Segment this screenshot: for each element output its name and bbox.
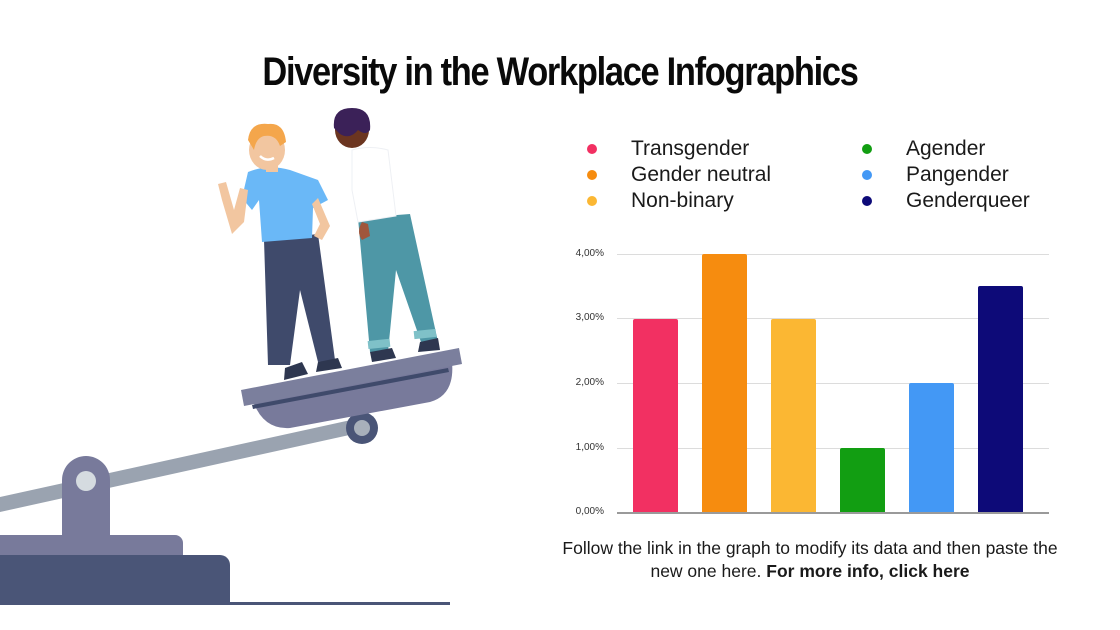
legend-item-pangender: Pangender — [858, 162, 1009, 188]
more-info-link[interactable]: For more info, click here — [766, 561, 970, 581]
legend-item-agender: Agender — [858, 136, 985, 162]
gridline — [617, 318, 1049, 319]
page-title: Diversity in the Workplace Infographics — [262, 50, 858, 94]
legend-label: Pangender — [906, 163, 1009, 186]
y-tick: 0,00% — [575, 506, 604, 517]
bar-chart[interactable]: 4,00% 3,00% 2,00% 1,00% 0,00% — [560, 240, 1060, 530]
legend-label: Non-binary — [631, 189, 734, 212]
bar-genderqueer — [978, 286, 1023, 512]
legend-label: Agender — [906, 137, 986, 160]
y-tick: 3,00% — [575, 312, 604, 323]
caption-text: Follow the link in the graph to modify i… — [562, 538, 1058, 581]
legend-label: Genderqueer — [906, 189, 1030, 212]
legend-dot-icon — [587, 170, 597, 180]
y-tick: 4,00% — [575, 248, 604, 259]
y-tick: 2,00% — [575, 377, 604, 388]
gridline — [617, 383, 1049, 384]
legend-dot-icon — [587, 144, 597, 154]
legend-label: Gender neutral — [631, 163, 772, 186]
bar-non-binary — [771, 318, 816, 512]
legend-item-genderqueer: Genderqueer — [858, 188, 1030, 214]
legend-label: Transgender — [631, 137, 750, 160]
y-tick: 1,00% — [575, 442, 604, 453]
gridline — [617, 448, 1049, 449]
legend-item-gender-neutral: Gender neutral — [583, 162, 771, 188]
legend-item-transgender: Transgender — [583, 136, 749, 162]
chart-caption: Follow the link in the graph to modify i… — [560, 537, 1060, 583]
bar-agender — [840, 447, 885, 512]
bar-gender-neutral — [702, 254, 747, 512]
legend-item-non-binary: Non-binary — [583, 188, 734, 214]
bar-pangender — [909, 383, 954, 512]
legend-dot-icon — [587, 196, 597, 206]
legend-dot-icon — [862, 196, 872, 206]
legend-dot-icon — [862, 144, 872, 154]
seesaw-illustration-icon — [0, 108, 462, 605]
gridline — [617, 254, 1049, 255]
bar-transgender — [633, 318, 678, 512]
legend-dot-icon — [862, 170, 872, 180]
x-axis — [617, 512, 1049, 514]
